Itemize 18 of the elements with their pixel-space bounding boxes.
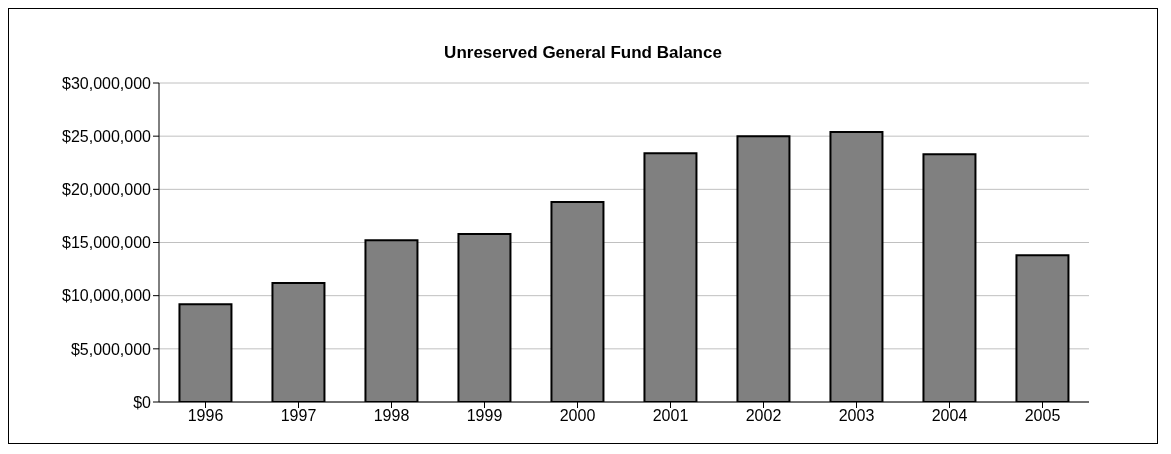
x-tick-label: 2000 xyxy=(559,407,596,425)
x-tick-label: 1998 xyxy=(373,407,410,425)
x-tick-label: 1999 xyxy=(466,407,503,425)
y-tick-label: $15,000,000 xyxy=(62,234,152,252)
y-tick-label: $5,000,000 xyxy=(70,340,152,358)
x-tick-label: 2004 xyxy=(931,407,968,425)
y-tick-label: $20,000,000 xyxy=(62,181,152,199)
x-tick-label: 2005 xyxy=(1024,407,1061,425)
x-tick-label: 2001 xyxy=(652,407,689,425)
y-tick-label: $10,000,000 xyxy=(62,287,152,305)
x-tick-label: 2002 xyxy=(745,407,782,425)
y-tick-label: $25,000,000 xyxy=(62,127,152,145)
x-tick-label: 1996 xyxy=(187,407,224,425)
x-tick-label: 2003 xyxy=(838,407,875,425)
x-tick-label: 1997 xyxy=(280,407,317,425)
chart-title: Unreserved General Fund Balance xyxy=(443,43,723,63)
y-tick-label: $0 xyxy=(133,393,152,411)
y-tick-label: $30,000,000 xyxy=(62,74,152,92)
